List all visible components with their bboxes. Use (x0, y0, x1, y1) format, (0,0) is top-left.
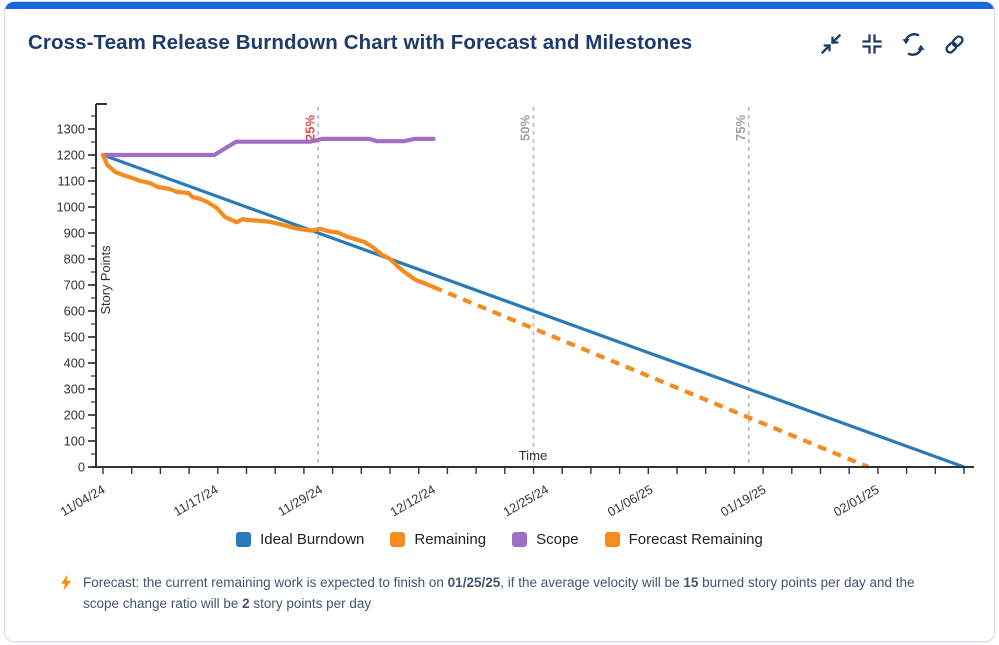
legend-label: Forecast Remaining (628, 531, 763, 548)
svg-text:12/25/24: 12/25/24 (500, 482, 551, 520)
series-remaining (100, 152, 436, 290)
svg-text:12/12/24: 12/12/24 (387, 482, 438, 520)
svg-text:300: 300 (64, 382, 85, 397)
legend-item-forecast-remaining[interactable]: Forecast Remaining (604, 531, 763, 548)
exit-fullscreen-icon (862, 34, 882, 54)
legend-swatch (236, 532, 252, 547)
lightning-icon (61, 574, 71, 591)
exit-fullscreen-button[interactable] (859, 31, 885, 57)
link-icon (944, 34, 964, 54)
svg-text:11/17/24: 11/17/24 (171, 482, 221, 519)
forecast-note: Forecast: the current remaining work is … (60, 572, 945, 614)
svg-text:25%: 25% (302, 115, 317, 141)
svg-text:400: 400 (64, 356, 85, 371)
header-toolbar (818, 31, 967, 57)
accent-bar (5, 2, 994, 9)
svg-text:02/01/25: 02/01/25 (831, 482, 882, 520)
svg-text:1300: 1300 (57, 122, 85, 137)
widget-card (4, 1, 995, 642)
svg-text:01/06/25: 01/06/25 (605, 482, 656, 520)
svg-text:50%: 50% (518, 115, 533, 141)
chart-legend: Ideal Burndown Remaining Scope Forecast Rem… (0, 531, 999, 548)
svg-text:600: 600 (64, 304, 85, 319)
collapse-button[interactable] (818, 31, 844, 57)
forecast-text: Forecast: the current remaining work is … (83, 575, 915, 611)
svg-text:0: 0 (78, 460, 85, 475)
svg-text:11/04/24: 11/04/24 (58, 482, 108, 519)
legend-swatch (390, 532, 406, 547)
refresh-icon (901, 32, 925, 56)
legend-item-remaining[interactable]: Remaining (390, 531, 486, 548)
series-scope (100, 136, 436, 158)
svg-text:01/19/25: 01/19/25 (718, 482, 769, 520)
svg-text:800: 800 (64, 252, 85, 267)
legend-swatch (604, 532, 620, 547)
legend-item-scope[interactable]: Scope (512, 531, 579, 548)
svg-text:Story Points: Story Points (98, 246, 113, 315)
series-forecast-remaining (432, 285, 870, 469)
svg-text:900: 900 (64, 226, 85, 241)
svg-text:500: 500 (64, 330, 85, 345)
collapse-icon (820, 33, 842, 55)
legend-swatch (512, 532, 528, 547)
link-button[interactable] (941, 31, 967, 57)
legend-item-ideal-burndown[interactable]: Ideal Burndown (236, 531, 364, 548)
refresh-button[interactable] (900, 31, 926, 57)
svg-text:1100: 1100 (57, 174, 85, 189)
svg-text:200: 200 (64, 408, 85, 423)
chart-area: 25% 50% 75% 0 100 200 300 400 500 600 700 800 900 100… (0, 95, 999, 520)
svg-text:100: 100 (64, 434, 85, 449)
legend-label: Scope (536, 531, 579, 548)
svg-text:700: 700 (64, 278, 85, 293)
svg-text:1200: 1200 (57, 148, 85, 163)
svg-text:Time: Time (519, 448, 548, 463)
legend-label: Remaining (414, 531, 487, 548)
svg-text:75%: 75% (733, 115, 748, 141)
svg-text:1000: 1000 (57, 200, 85, 215)
burndown-chart[interactable]: 25% 50% 75% 0 100 200 300 400 500 600 700 800 900 100… (0, 95, 999, 520)
series-ideal-burndown (101, 153, 966, 469)
widget-title: Cross-Team Release Burndown Chart with F… (28, 31, 693, 54)
legend-label: Ideal Burndown (260, 531, 365, 548)
svg-text:11/29/24: 11/29/24 (275, 482, 325, 519)
